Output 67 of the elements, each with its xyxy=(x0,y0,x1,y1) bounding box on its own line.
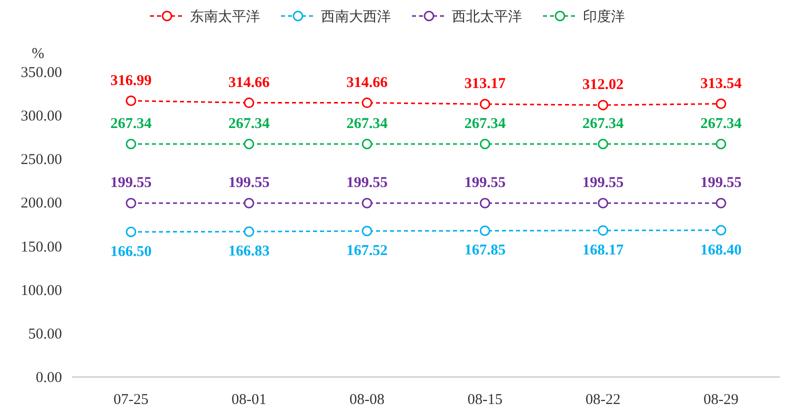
point xyxy=(716,98,726,110)
point xyxy=(244,198,254,208)
point xyxy=(244,138,254,150)
point xyxy=(126,96,136,106)
data-label: 313.54 xyxy=(700,76,742,92)
point xyxy=(362,226,372,236)
data-label: 199.55 xyxy=(346,175,388,192)
data-label: 166.50 xyxy=(110,244,152,260)
data-label: 199.55 xyxy=(228,175,270,192)
point xyxy=(362,98,372,108)
point xyxy=(126,226,136,238)
data-label: 267.34 xyxy=(346,116,388,132)
point xyxy=(480,98,490,110)
point xyxy=(244,226,254,237)
point xyxy=(716,225,726,236)
data-label: 166.83 xyxy=(228,244,270,260)
y-tick-label: 150.00 xyxy=(20,239,62,256)
point xyxy=(362,138,372,150)
point xyxy=(598,198,608,208)
data-label: 199.55 xyxy=(582,175,624,192)
y-tick-label: 200.00 xyxy=(20,196,62,212)
point xyxy=(244,98,254,108)
y-tick-label: 350.00 xyxy=(20,65,62,81)
point xyxy=(716,198,726,208)
y-tick-label: 50.00 xyxy=(28,326,62,342)
point xyxy=(126,138,136,150)
data-label: 199.55 xyxy=(700,175,742,192)
data-label: 267.34 xyxy=(110,116,152,132)
data-label: 167.52 xyxy=(346,243,388,260)
point xyxy=(480,225,490,236)
y-tick-label: 0.00 xyxy=(36,370,62,386)
data-label: 199.55 xyxy=(110,175,152,192)
x-tick-label: 08-01 xyxy=(232,392,266,408)
point xyxy=(362,198,372,208)
data-label: 314.66 xyxy=(228,74,270,91)
data-label: 168.40 xyxy=(700,242,742,258)
data-label: 313.17 xyxy=(464,76,506,92)
data-label: 168.17 xyxy=(582,242,624,258)
point xyxy=(480,138,490,150)
point xyxy=(126,198,136,208)
x-tick-label: 08-15 xyxy=(468,392,502,408)
point xyxy=(716,138,726,150)
x-tick-label: 08-29 xyxy=(704,392,738,408)
data-label: 199.55 xyxy=(464,175,506,192)
data-label: 267.34 xyxy=(228,116,270,132)
legend-label: 东南太平洋 xyxy=(190,9,260,25)
legend-label: 西北太平洋 xyxy=(452,9,522,25)
y-tick-label: 100.00 xyxy=(20,282,62,299)
point xyxy=(598,138,608,150)
point xyxy=(598,100,608,110)
x-tick-label: 07-25 xyxy=(114,392,148,408)
data-label: 312.02 xyxy=(582,77,624,94)
data-label: 267.34 xyxy=(582,116,624,132)
data-label: 316.99 xyxy=(110,72,152,89)
data-label: 314.66 xyxy=(346,74,388,91)
point xyxy=(598,225,608,236)
legend-label: 印度洋 xyxy=(583,9,625,25)
point xyxy=(480,198,490,208)
data-label: 267.34 xyxy=(700,116,742,132)
y-axis-title: % xyxy=(32,46,44,62)
data-label: 267.34 xyxy=(464,116,506,132)
data-label: 167.85 xyxy=(464,242,506,259)
x-tick-label: 08-08 xyxy=(350,392,384,408)
x-tick-label: 08-22 xyxy=(586,392,620,408)
y-tick-label: 250.00 xyxy=(20,152,62,168)
y-tick-label: 300.00 xyxy=(20,108,62,125)
legend-label: 西南大西洋 xyxy=(321,9,391,25)
